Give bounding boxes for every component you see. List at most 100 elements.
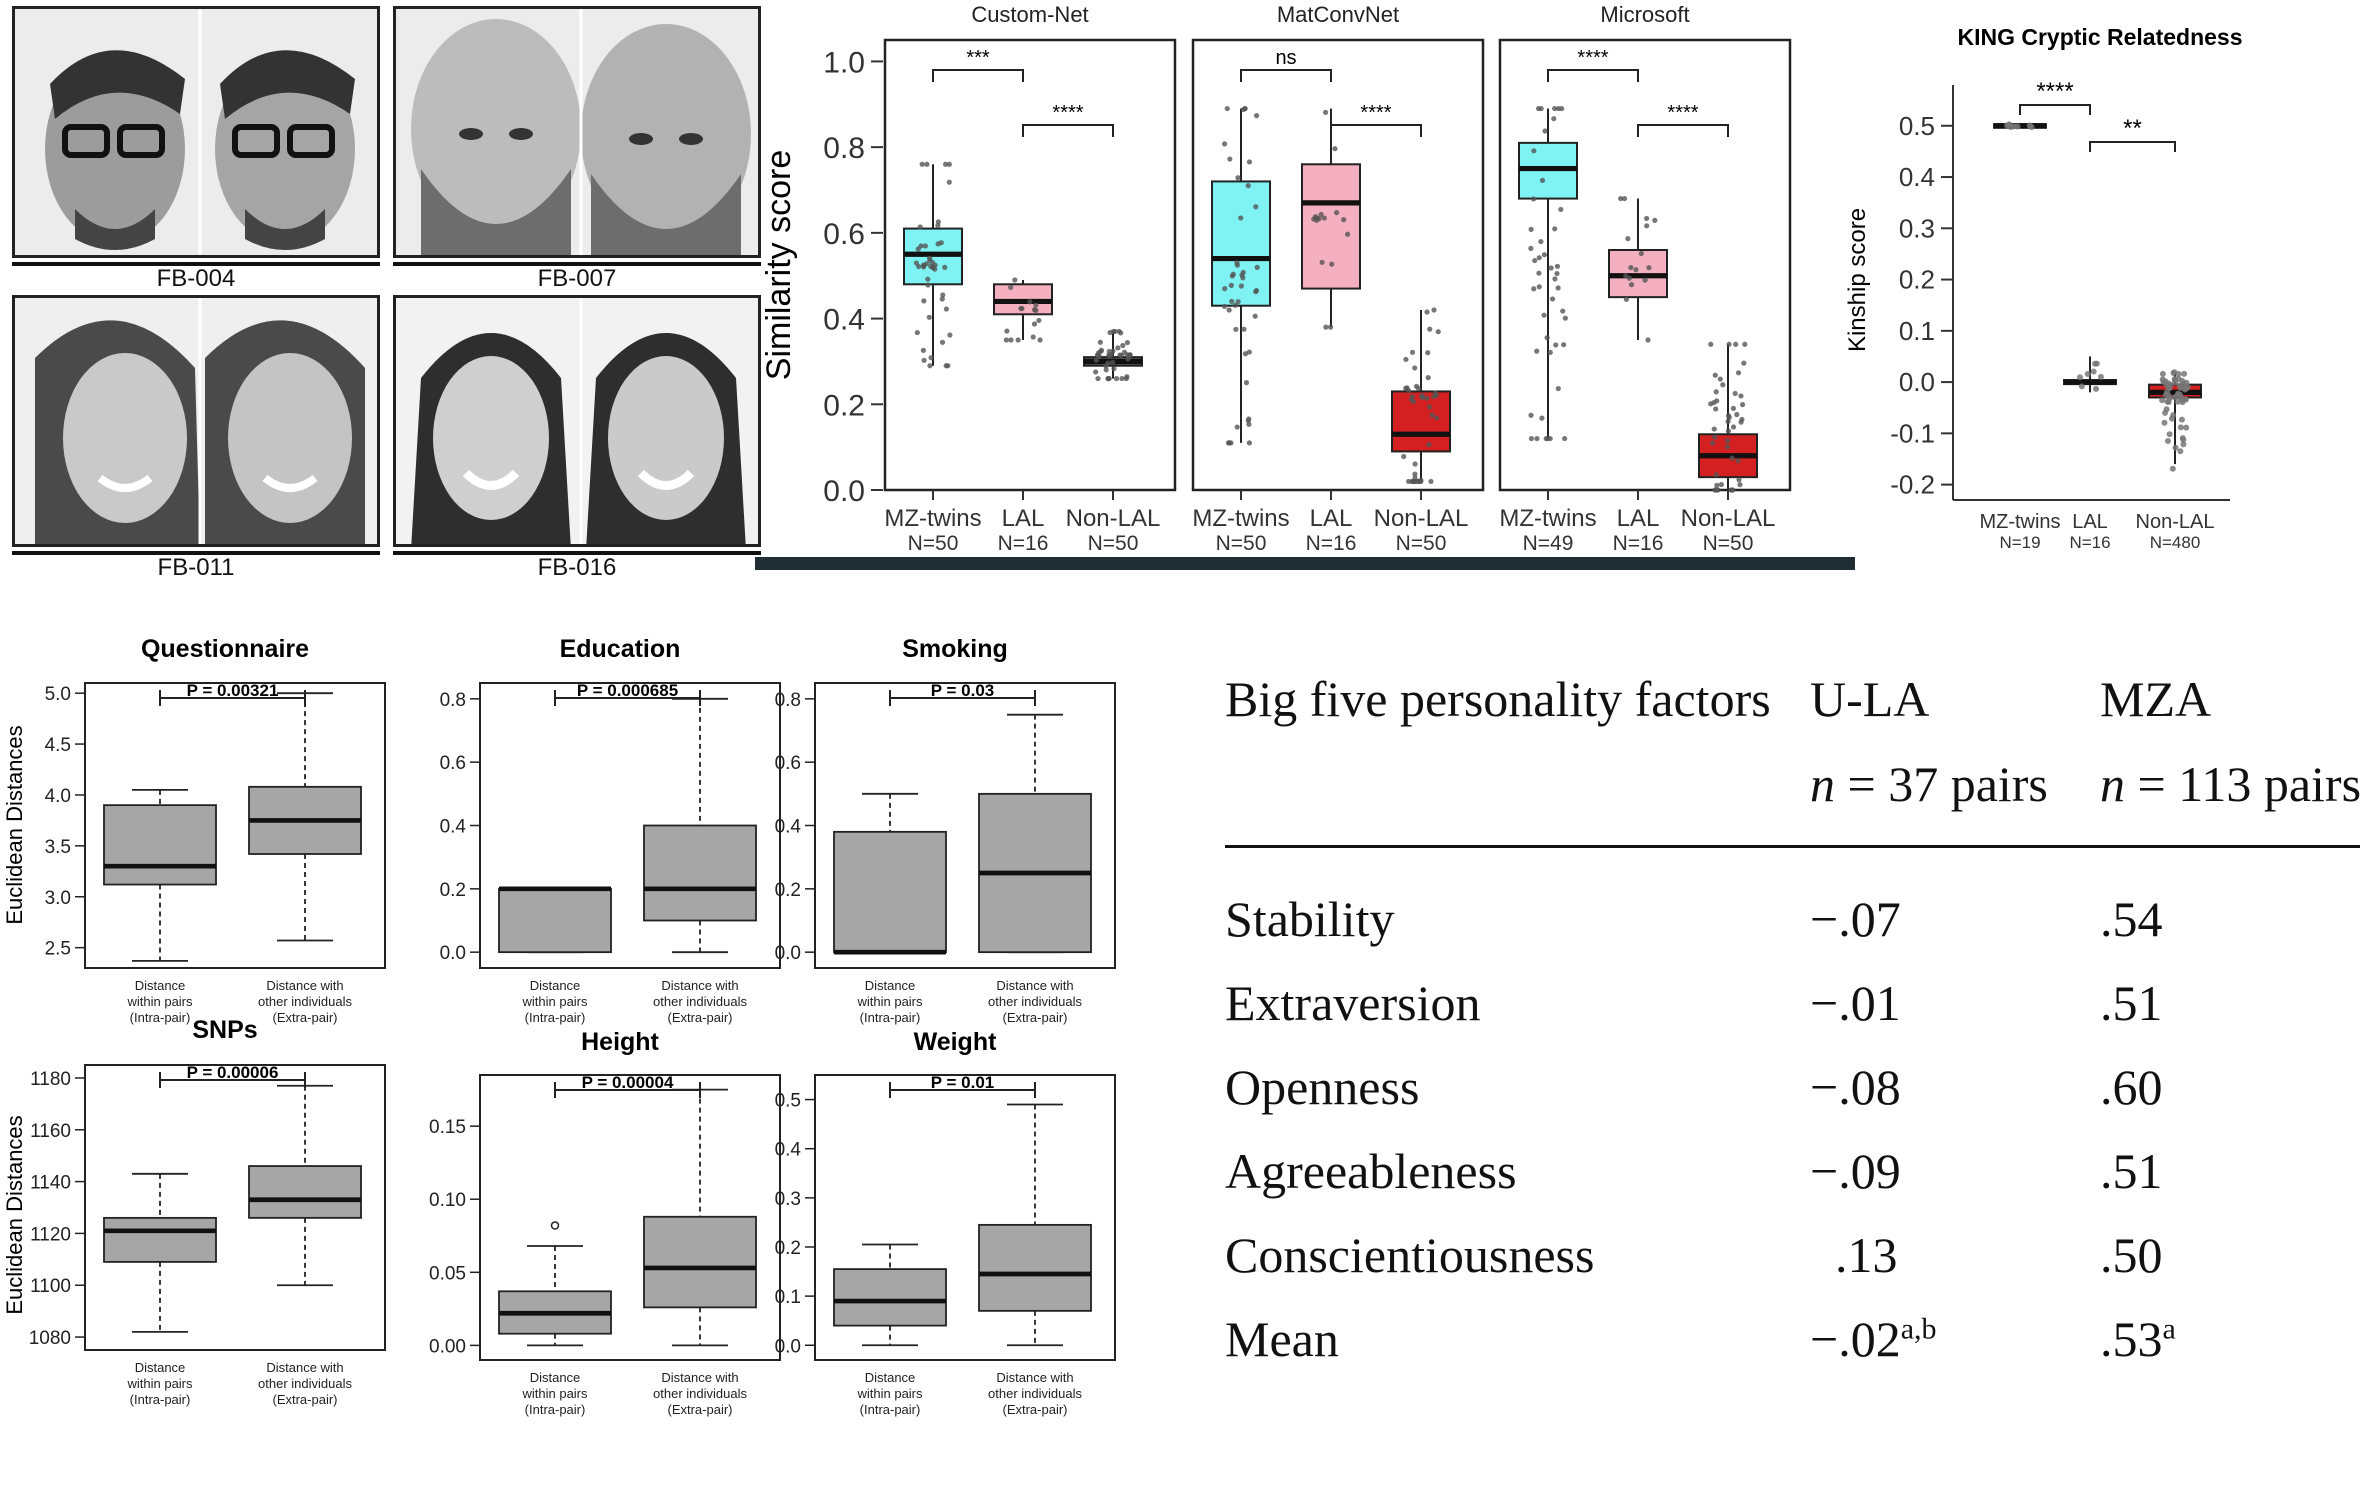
data-point bbox=[1115, 345, 1121, 351]
data-point bbox=[2014, 123, 2021, 130]
data-point bbox=[1093, 369, 1099, 375]
significance-bracket bbox=[159, 690, 306, 706]
box-plot bbox=[833, 792, 947, 955]
y-tick-label: 0.3 bbox=[775, 1189, 801, 1210]
data-point bbox=[1127, 352, 1133, 358]
data-point bbox=[1739, 416, 1745, 423]
data-point bbox=[1030, 334, 1036, 340]
y-tick-label: 0.6 bbox=[775, 753, 801, 774]
y-tick-label: 0.4 bbox=[775, 817, 802, 838]
data-point bbox=[1536, 270, 1542, 276]
data-point bbox=[2159, 397, 2166, 404]
y-axis-label: Similarity score bbox=[760, 150, 798, 380]
box-plot bbox=[248, 692, 362, 942]
significance-bracket bbox=[554, 1082, 701, 1098]
data-point bbox=[942, 264, 948, 271]
box-plot bbox=[978, 713, 1092, 954]
x-tick-label: (Extra-pair) bbox=[1002, 1402, 1067, 1417]
data-point bbox=[1730, 424, 1737, 430]
data-point bbox=[2162, 409, 2169, 416]
x-tick-label: (Extra-pair) bbox=[272, 1010, 337, 1025]
y-tick-label: 0.6 bbox=[440, 753, 466, 774]
data-point bbox=[1418, 478, 1424, 485]
x-tick-label: (Extra-pair) bbox=[667, 1402, 732, 1417]
y-tick-label: 0.10 bbox=[429, 1190, 466, 1211]
data-point bbox=[1253, 289, 1259, 295]
data-point bbox=[1226, 307, 1232, 313]
data-point bbox=[1239, 272, 1245, 278]
significance-bracket bbox=[554, 690, 701, 706]
panel-title: MatConvNet bbox=[1277, 2, 1399, 27]
data-point bbox=[1245, 183, 1251, 189]
face-label: FB-007 bbox=[537, 265, 617, 292]
data-point bbox=[921, 262, 927, 269]
data-point bbox=[1633, 267, 1639, 273]
data-point bbox=[1246, 349, 1252, 355]
data-point bbox=[1713, 472, 1720, 478]
y-tick-label: 0.5 bbox=[1899, 111, 1935, 141]
data-point bbox=[2026, 122, 2033, 129]
data-point bbox=[2162, 391, 2169, 398]
data-point bbox=[1714, 482, 1720, 488]
x-tick-label: within pairs bbox=[126, 994, 193, 1009]
data-point bbox=[1093, 357, 1099, 363]
data-point bbox=[1424, 395, 1430, 401]
data-point bbox=[2084, 371, 2091, 378]
data-point bbox=[922, 243, 928, 249]
data-point bbox=[2097, 373, 2104, 380]
data-point bbox=[1562, 435, 1568, 442]
data-point bbox=[1559, 105, 1565, 112]
data-point bbox=[1246, 159, 1253, 165]
data-point bbox=[1712, 372, 1718, 378]
significance-label: **** bbox=[1577, 47, 1608, 69]
data-point bbox=[1742, 341, 1748, 347]
data-point bbox=[935, 222, 941, 229]
y-tick-label: 0.4 bbox=[823, 304, 865, 337]
data-point bbox=[1311, 216, 1317, 222]
face-image bbox=[15, 298, 377, 544]
y-axis-label: Euclidean Distances bbox=[2, 725, 27, 924]
significance-bracket bbox=[1547, 69, 1639, 82]
box-plot bbox=[643, 697, 757, 954]
x-tick-n: N=50 bbox=[1396, 532, 1447, 555]
x-tick-label: Distance with bbox=[266, 978, 343, 993]
x-tick-label: (Extra-pair) bbox=[667, 1010, 732, 1025]
significance-bracket bbox=[932, 69, 1024, 82]
data-point bbox=[1319, 259, 1325, 265]
data-point bbox=[1098, 347, 1105, 353]
data-point bbox=[2180, 441, 2187, 448]
data-point bbox=[1730, 405, 1736, 411]
data-point bbox=[1425, 350, 1431, 356]
data-point bbox=[2178, 395, 2185, 402]
data-point bbox=[2177, 424, 2184, 431]
data-point bbox=[1124, 374, 1130, 380]
data-point bbox=[1234, 424, 1240, 430]
x-tick-label: LAL bbox=[1310, 505, 1353, 532]
y-tick-label: 0.8 bbox=[823, 132, 865, 165]
data-point bbox=[1403, 356, 1409, 363]
bottom-bar bbox=[755, 557, 1855, 570]
significance-label: ns bbox=[1275, 47, 1296, 69]
data-point bbox=[2171, 369, 2178, 376]
box-plot bbox=[498, 886, 612, 954]
data-point bbox=[1736, 477, 1742, 483]
y-tick-label: 0.1 bbox=[775, 1287, 801, 1308]
x-tick-label: other individuals bbox=[258, 994, 352, 1009]
x-tick-label: (Intra-pair) bbox=[525, 1010, 586, 1025]
data-point bbox=[2164, 438, 2171, 445]
data-point bbox=[1334, 210, 1340, 216]
data-point bbox=[946, 179, 952, 185]
data-point bbox=[1712, 434, 1718, 440]
data-point bbox=[1241, 326, 1247, 332]
y-tick-label: 0.2 bbox=[1899, 265, 1935, 295]
data-point bbox=[1037, 337, 1043, 343]
header-factor: Big five personality factors bbox=[1225, 671, 1771, 727]
data-point bbox=[1238, 215, 1244, 221]
y-tick-label: 0.4 bbox=[440, 817, 467, 838]
data-point bbox=[1109, 359, 1116, 365]
data-point bbox=[1409, 349, 1416, 355]
y-tick-label: 1180 bbox=[30, 1069, 71, 1090]
data-point bbox=[926, 314, 932, 320]
x-tick-label: (Intra-pair) bbox=[860, 1402, 921, 1417]
y-tick-label: 3.5 bbox=[45, 837, 71, 858]
